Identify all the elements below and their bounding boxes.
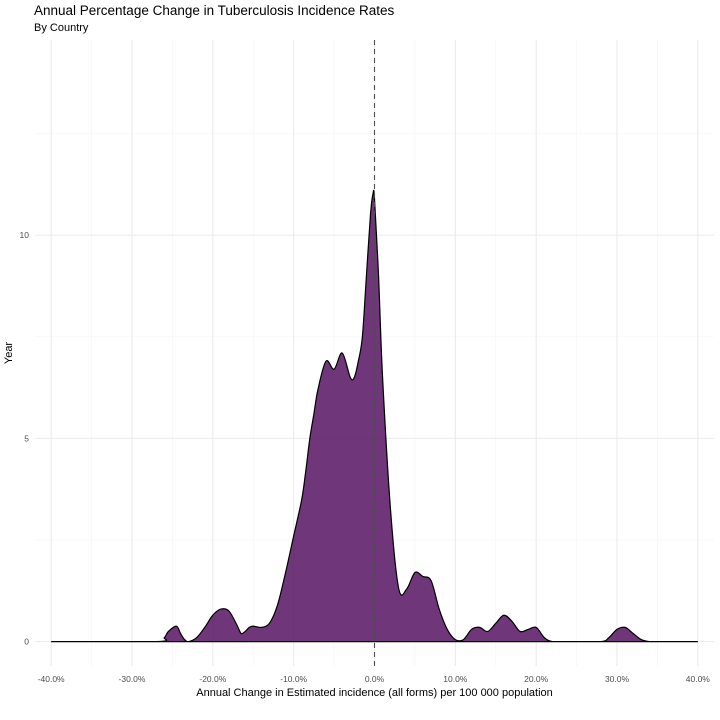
x-tick-label: 20.0% [524,674,549,684]
x-tick-label: 0.0% [365,674,385,684]
x-tick-label: -30.0% [119,674,146,684]
y-tick-labels: 0 5 10 [20,230,30,646]
x-tick-label: -10.0% [280,674,307,684]
y-tick-label: 5 [24,433,29,443]
x-axis-title: Annual Change in Estimated incidence (al… [196,687,553,699]
y-tick-label: 10 [20,230,30,240]
x-tick-label: -40.0% [38,674,65,684]
chart-title: Annual Percentage Change in Tuberculosis… [34,3,395,18]
x-tick-label: 10.0% [443,674,468,684]
x-tick-label: 30.0% [605,674,630,684]
x-tick-label: 40.0% [686,674,711,684]
y-tick-label: 0 [24,637,29,647]
density-area [51,189,698,643]
chart-subtitle: By Country [34,22,89,34]
y-axis-title: Year [3,342,15,365]
x-tick-labels: -40.0% -30.0% -20.0% -10.0% 0.0% 10.0% 20.0% 30… [38,674,711,684]
x-tick-label: -20.0% [199,674,226,684]
